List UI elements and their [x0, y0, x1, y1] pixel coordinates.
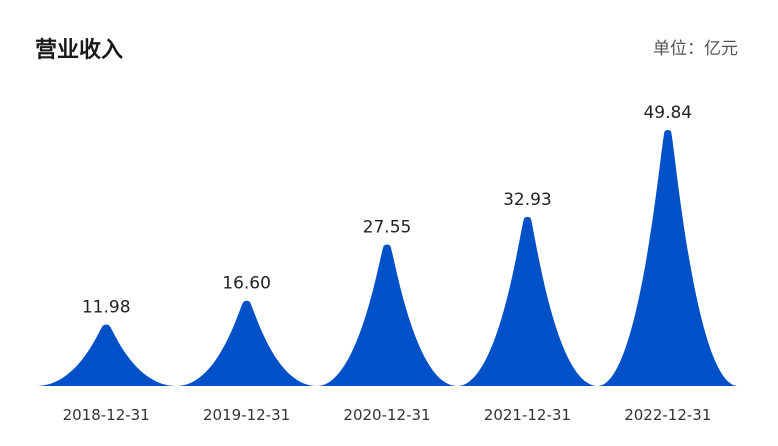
- bar-2018-12-31: [36, 324, 177, 386]
- chart-title: 营业收入: [35, 38, 124, 63]
- value-labels: 11.98 16.60 27.55 32.93 49.84: [82, 103, 692, 317]
- bar-2021-12-31: [457, 216, 598, 386]
- value-label-2021-12-31: 32.93: [503, 190, 552, 210]
- category-labels: 2018-12-31 2019-12-31 2020-12-31 2021-12-31…: [63, 406, 712, 424]
- bar-2022-12-31: [597, 130, 738, 386]
- category-label-2022-12-31: 2022-12-31: [624, 406, 711, 424]
- value-label-2020-12-31: 27.55: [363, 217, 412, 237]
- bar-2019-12-31: [176, 300, 317, 386]
- category-label-2021-12-31: 2021-12-31: [484, 406, 571, 424]
- unit-label: 单位：亿元: [653, 39, 738, 59]
- bar-2020-12-31: [316, 244, 458, 386]
- value-label-2018-12-31: 11.98: [82, 297, 131, 317]
- value-label-2019-12-31: 16.60: [222, 274, 271, 294]
- category-label-2019-12-31: 2019-12-31: [203, 406, 290, 424]
- value-label-2022-12-31: 49.84: [643, 103, 692, 123]
- chart-marks: [36, 130, 738, 386]
- category-label-2020-12-31: 2020-12-31: [343, 406, 430, 424]
- category-label-2018-12-31: 2018-12-31: [63, 406, 150, 424]
